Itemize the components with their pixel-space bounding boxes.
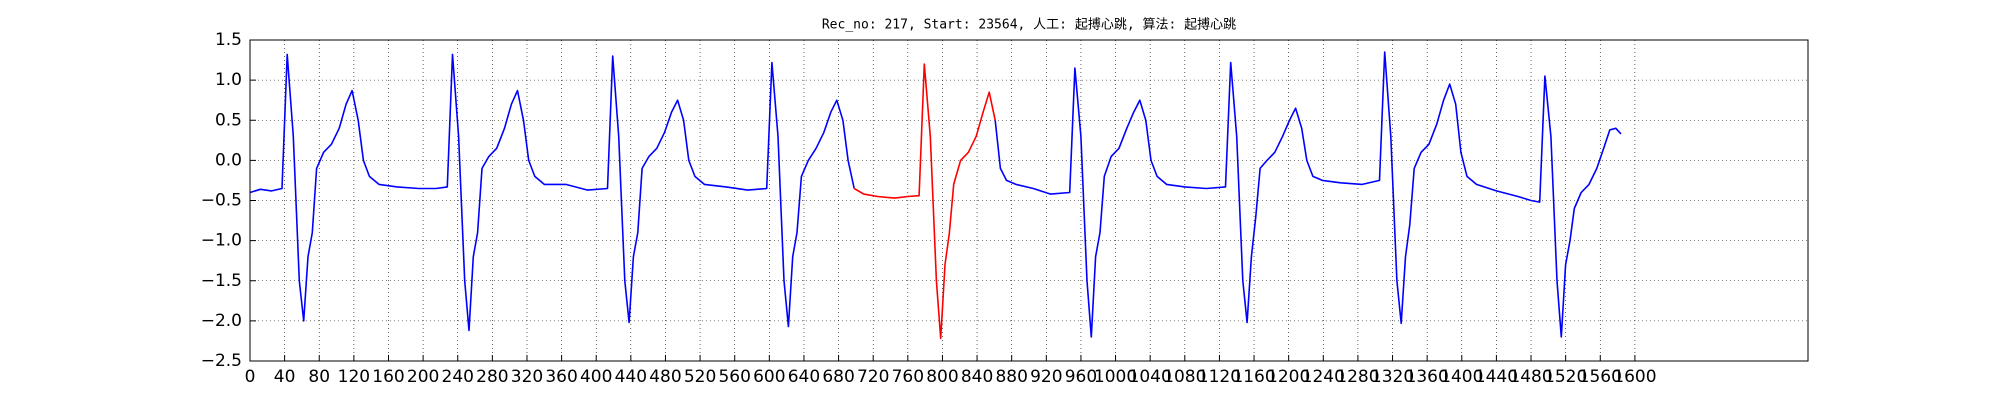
- x-tick-label: 1520: [1544, 367, 1587, 387]
- x-tick-label: 1400: [1440, 367, 1483, 387]
- x-tick-label: 40: [274, 367, 296, 387]
- x-tick-label: 800: [926, 367, 958, 387]
- x-tick-label: 360: [545, 367, 577, 387]
- x-tick-label: 1480: [1509, 367, 1552, 387]
- chart-title: Rec_no: 217, Start: 23564, 人工: 起搏心跳, 算法:…: [822, 17, 1236, 33]
- ecg-line: [853, 63, 996, 340]
- x-tick-label: 1040: [1129, 367, 1172, 387]
- ecg-line: [994, 51, 1622, 338]
- x-tick-label: 400: [580, 367, 612, 387]
- x-tick-label: 1200: [1267, 367, 1310, 387]
- x-tick-label: 160: [372, 367, 404, 387]
- y-tick-label: 0.5: [215, 110, 242, 130]
- x-tick-label: 680: [822, 367, 854, 387]
- x-tick-label: 1080: [1163, 367, 1206, 387]
- x-tick-label: 1280: [1336, 367, 1379, 387]
- x-tick-label: 1560: [1579, 367, 1622, 387]
- x-tick-label: 200: [407, 367, 439, 387]
- x-tick-label: 1160: [1232, 367, 1275, 387]
- x-tick-label: 0: [245, 367, 256, 387]
- x-tick-label: 720: [857, 367, 889, 387]
- x-tick-label: 880: [995, 367, 1027, 387]
- y-tick-label: 0.0: [215, 150, 242, 170]
- x-tick-label: 320: [511, 367, 543, 387]
- x-tick-label: 640: [788, 367, 820, 387]
- x-tick-label: 240: [442, 367, 474, 387]
- x-tick-label: 1000: [1094, 367, 1137, 387]
- x-tick-label: 1600: [1613, 367, 1656, 387]
- x-tick-label: 80: [308, 367, 330, 387]
- x-tick-label: 1360: [1406, 367, 1449, 387]
- y-tick-label: −2.0: [201, 311, 242, 331]
- y-tick-label: 1.0: [215, 70, 242, 90]
- x-tick-label: 280: [476, 367, 508, 387]
- x-tick-label: 1240: [1302, 367, 1345, 387]
- x-tick-label: 1320: [1371, 367, 1414, 387]
- x-tick-label: 440: [615, 367, 647, 387]
- y-tick-label: −1.0: [201, 231, 242, 251]
- x-tick-label: 1440: [1475, 367, 1518, 387]
- x-tick-label: 480: [649, 367, 681, 387]
- x-tick-label: 1120: [1198, 367, 1241, 387]
- x-tick-label: 920: [1030, 367, 1062, 387]
- y-tick-label: −2.5: [201, 351, 242, 371]
- x-tick-label: 840: [961, 367, 993, 387]
- y-tick-label: −0.5: [201, 191, 242, 211]
- x-tick-label: 760: [892, 367, 924, 387]
- x-tick-label: 520: [684, 367, 716, 387]
- y-tick-label: −1.5: [201, 271, 242, 291]
- x-tick-label: 560: [718, 367, 750, 387]
- x-tick-label: 960: [1065, 367, 1097, 387]
- y-tick-label: 1.5: [215, 30, 242, 50]
- x-tick-label: 120: [338, 367, 370, 387]
- plot-frame: [249, 39, 1809, 362]
- ecg-line: [249, 53, 855, 332]
- x-tick-label: 600: [753, 367, 785, 387]
